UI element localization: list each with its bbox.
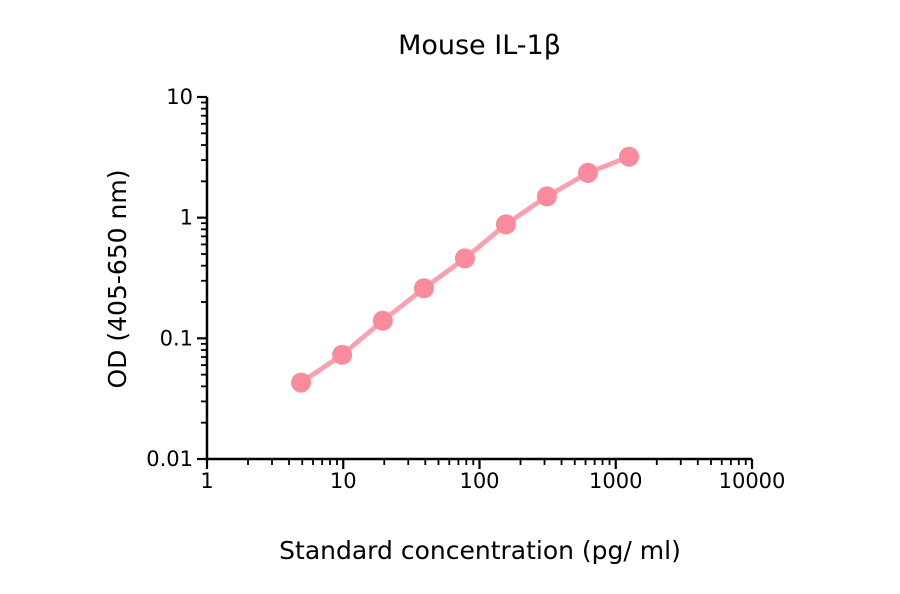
data-point: [619, 146, 639, 167]
data-point: [291, 372, 311, 393]
data-point: [372, 310, 393, 331]
x-axis-tick-label: 10000: [719, 469, 786, 493]
y-axis-tick-label: 10: [166, 85, 193, 109]
data-point: [577, 162, 598, 183]
y-axis-tick-label: 0.1: [160, 326, 193, 350]
y-axis-tick-label: 0.01: [146, 447, 193, 471]
data-point: [413, 278, 434, 299]
x-axis-tick-label: 1: [200, 469, 213, 493]
data-point: [332, 344, 353, 365]
standard-curve-line: [298, 154, 632, 386]
data-point: [495, 214, 516, 235]
data-point: [536, 186, 557, 207]
y-axis-tick-label: 1: [180, 206, 193, 230]
x-axis-label: Standard concentration (pg/ ml): [279, 536, 681, 565]
chart-title: Mouse IL-1β: [398, 30, 561, 61]
x-axis-tick-label: 100: [459, 469, 499, 493]
x-axis-tick-label: 1000: [589, 469, 642, 493]
data-point: [454, 248, 475, 269]
x-axis-tick-label: 10: [330, 469, 357, 493]
